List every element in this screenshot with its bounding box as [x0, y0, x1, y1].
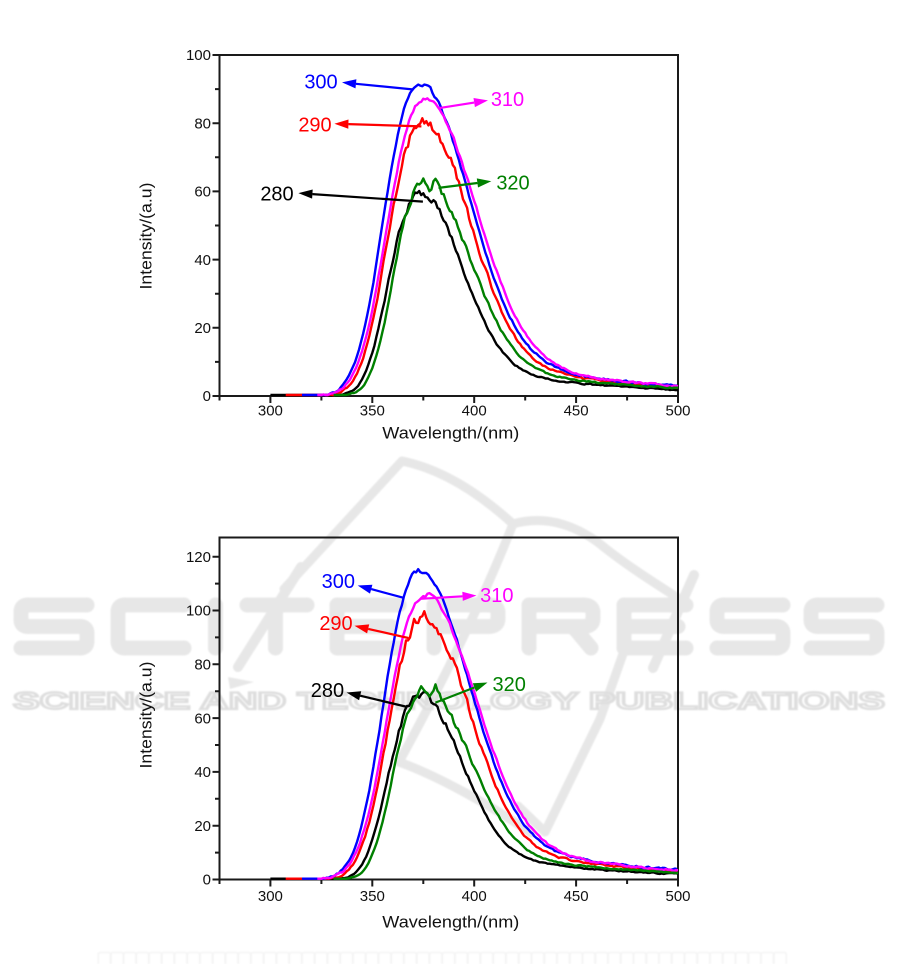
svg-text:310: 310 [491, 89, 524, 111]
svg-text:400: 400 [462, 888, 487, 905]
svg-text:350: 350 [360, 403, 385, 420]
svg-text:300: 300 [304, 72, 337, 94]
svg-text:500: 500 [665, 403, 690, 420]
svg-text:320: 320 [496, 173, 529, 195]
svg-text:500: 500 [665, 888, 690, 905]
svg-text:120: 120 [186, 549, 211, 566]
svg-text:80: 80 [194, 657, 211, 674]
svg-text:Intensity/(a.u): Intensity/(a.u) [137, 662, 156, 769]
svg-text:450: 450 [564, 888, 589, 905]
svg-text:310: 310 [480, 585, 513, 607]
svg-text:450: 450 [564, 403, 589, 420]
svg-text:Wavelength/(nm): Wavelength/(nm) [382, 424, 519, 443]
svg-text:100: 100 [186, 603, 211, 620]
svg-text:290: 290 [319, 613, 352, 635]
svg-text:Intensity/(a.u): Intensity/(a.u) [137, 183, 156, 290]
svg-text:0: 0 [203, 388, 211, 405]
svg-text:300: 300 [322, 571, 355, 593]
svg-text:320: 320 [493, 674, 526, 696]
svg-text:Wavelength/(nm): Wavelength/(nm) [382, 913, 519, 932]
svg-text:0: 0 [203, 872, 211, 889]
svg-text:280: 280 [311, 680, 344, 702]
svg-text:20: 20 [194, 818, 211, 835]
svg-text:60: 60 [194, 184, 211, 201]
svg-text:280: 280 [260, 184, 293, 206]
svg-text:80: 80 [194, 115, 211, 132]
svg-text:300: 300 [258, 888, 283, 905]
svg-text:20: 20 [194, 320, 211, 337]
svg-text:100: 100 [186, 47, 211, 64]
svg-text:300: 300 [258, 403, 283, 420]
svg-text:40: 40 [194, 252, 211, 269]
svg-text:400: 400 [462, 403, 487, 420]
svg-text:350: 350 [360, 888, 385, 905]
svg-text:40: 40 [194, 764, 211, 781]
svg-text:290: 290 [298, 115, 331, 137]
svg-text:60: 60 [194, 710, 211, 727]
